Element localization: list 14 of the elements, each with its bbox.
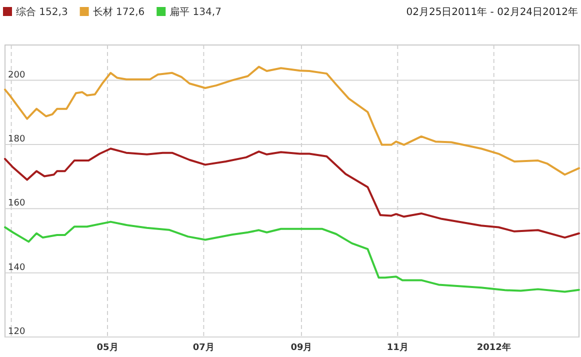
x-tick-label: 2012年 xyxy=(476,342,511,353)
x-tick-label: 11月 xyxy=(386,342,408,353)
x-tick-label: 07月 xyxy=(192,342,214,353)
y-tick-label: 200 xyxy=(8,70,26,80)
y-tick-label: 160 xyxy=(8,198,26,209)
y-tick-label: 180 xyxy=(8,134,26,144)
legend-label: 扁平 134,7 xyxy=(170,6,222,18)
x-tick-label: 09月 xyxy=(290,342,312,353)
chart-subtitle: 02月25日2011年 - 02月24日2012年 xyxy=(406,6,578,18)
x-tick-label: 05月 xyxy=(96,342,118,353)
legend-label: 综合 152,3 xyxy=(16,6,68,18)
y-tick-label: 120 xyxy=(8,327,26,337)
legend-label: 长材 172,6 xyxy=(92,6,145,18)
y-tick-label: 140 xyxy=(8,262,26,273)
